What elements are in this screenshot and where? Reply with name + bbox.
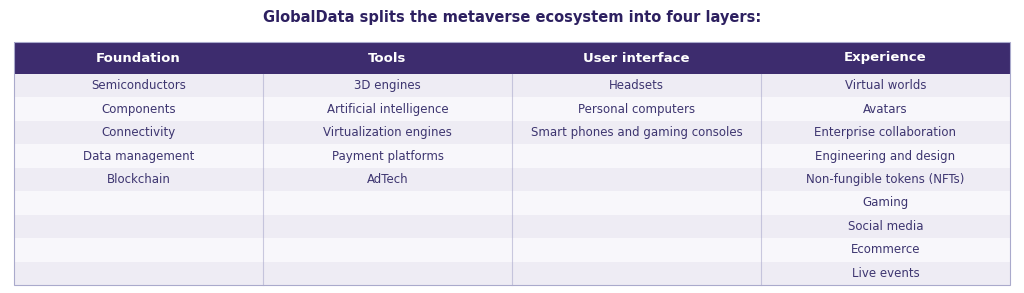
Text: Semiconductors: Semiconductors bbox=[91, 79, 186, 92]
Text: Payment platforms: Payment platforms bbox=[332, 149, 443, 163]
Text: Enterprise collaboration: Enterprise collaboration bbox=[814, 126, 956, 139]
Text: Gaming: Gaming bbox=[862, 196, 908, 209]
Bar bbox=[14, 74, 1010, 98]
Text: Personal computers: Personal computers bbox=[578, 103, 695, 116]
Text: Live events: Live events bbox=[852, 267, 920, 280]
Text: Connectivity: Connectivity bbox=[101, 126, 176, 139]
Text: Experience: Experience bbox=[844, 52, 927, 64]
Text: Avatars: Avatars bbox=[863, 103, 908, 116]
Text: Social media: Social media bbox=[848, 220, 924, 233]
Text: Foundation: Foundation bbox=[96, 52, 181, 64]
Bar bbox=[14, 144, 1010, 168]
Text: 3D engines: 3D engines bbox=[354, 79, 421, 92]
Text: Engineering and design: Engineering and design bbox=[815, 149, 955, 163]
Text: Tools: Tools bbox=[369, 52, 407, 64]
Bar bbox=[14, 191, 1010, 215]
Text: Smart phones and gaming consoles: Smart phones and gaming consoles bbox=[530, 126, 742, 139]
Text: Virtualization engines: Virtualization engines bbox=[323, 126, 452, 139]
Bar bbox=[14, 238, 1010, 262]
Text: Non-fungible tokens (NFTs): Non-fungible tokens (NFTs) bbox=[806, 173, 965, 186]
Text: Blockchain: Blockchain bbox=[106, 173, 170, 186]
Bar bbox=[14, 262, 1010, 285]
Text: Artificial intelligence: Artificial intelligence bbox=[327, 103, 449, 116]
Bar bbox=[14, 42, 1010, 74]
Text: AdTech: AdTech bbox=[367, 173, 409, 186]
Text: Virtual worlds: Virtual worlds bbox=[845, 79, 927, 92]
Text: GlobalData splits the metaverse ecosystem into four layers:: GlobalData splits the metaverse ecosyste… bbox=[263, 10, 761, 25]
Text: Data management: Data management bbox=[83, 149, 195, 163]
Text: Ecommerce: Ecommerce bbox=[851, 243, 921, 256]
Bar bbox=[14, 215, 1010, 238]
Text: Headsets: Headsets bbox=[609, 79, 664, 92]
Bar bbox=[14, 98, 1010, 121]
Text: User interface: User interface bbox=[584, 52, 690, 64]
Bar bbox=[14, 121, 1010, 144]
Bar bbox=[14, 42, 1010, 285]
Bar bbox=[14, 168, 1010, 191]
Text: Components: Components bbox=[101, 103, 176, 116]
